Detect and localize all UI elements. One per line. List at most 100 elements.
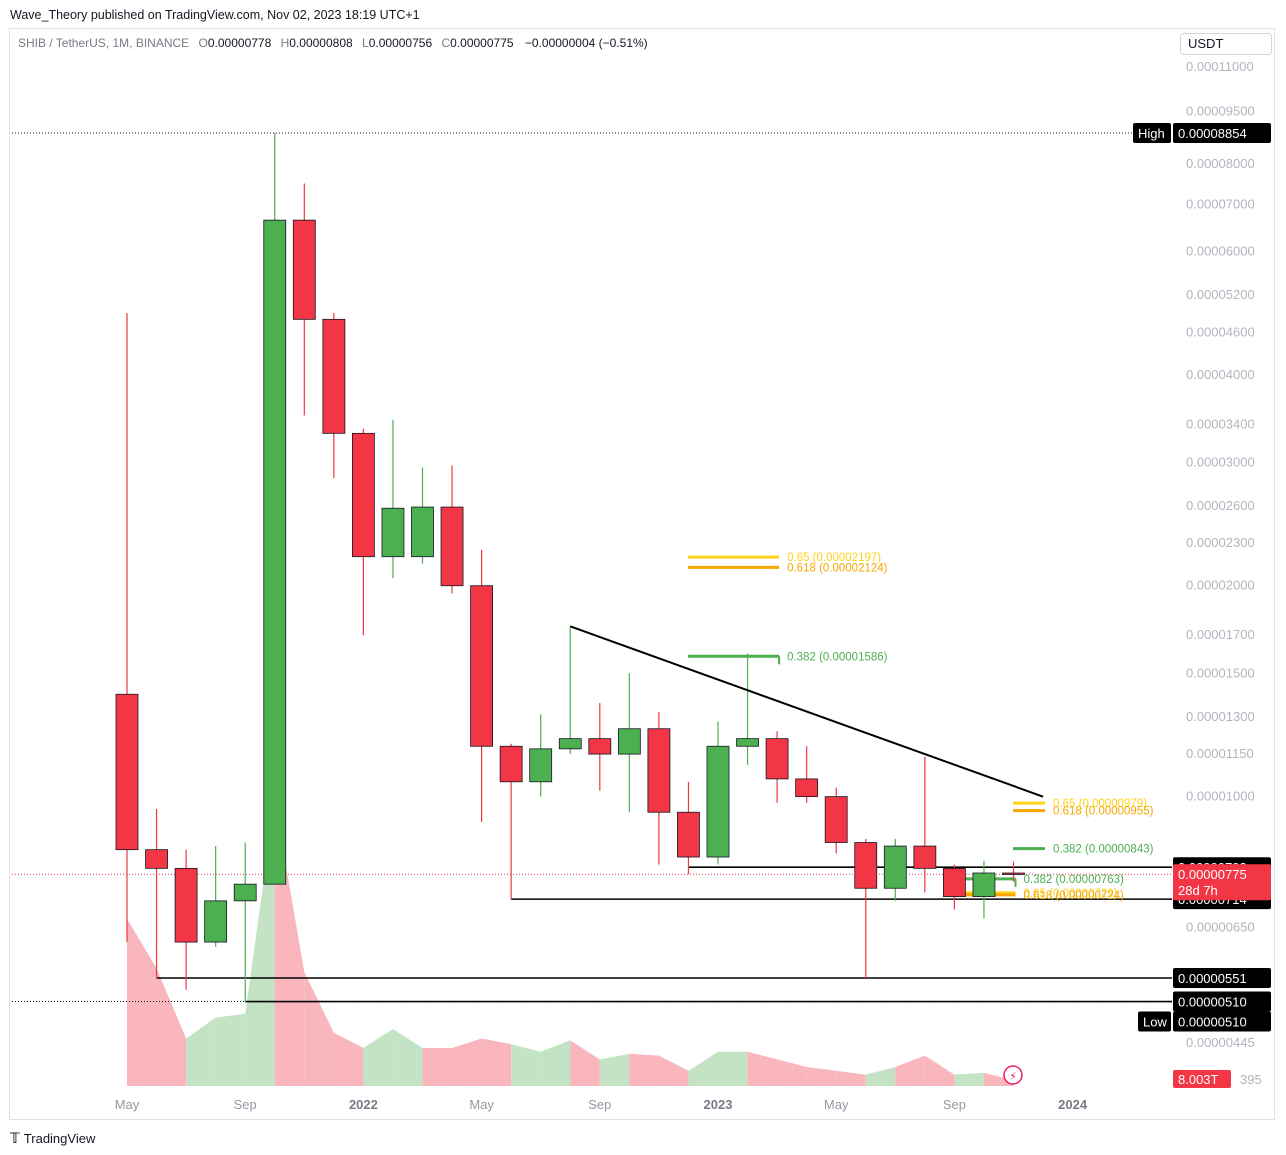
candle-body xyxy=(174,867,198,943)
price-tick-label: 0.00005200 xyxy=(1186,287,1255,302)
price-tick-label: 0.00001150 xyxy=(1186,746,1254,761)
volume-segment xyxy=(186,1017,216,1086)
candle-body xyxy=(233,883,257,902)
price-tick-label: 0.00006000 xyxy=(1186,243,1255,258)
fib-label: 0.382 (0.00000763) xyxy=(1024,874,1125,886)
volume-segment xyxy=(658,1055,689,1086)
line-value-tag: 0.00000551 xyxy=(1178,971,1247,986)
time-tick-label: 2022 xyxy=(349,1097,378,1112)
price-tick-label: 0.00001500 xyxy=(1186,665,1255,680)
line-value-tag: 0.00000510 xyxy=(1178,995,1247,1010)
time-axis: May Sep 2022 May Sep 2023 May Sep 2024 ⚡ xyxy=(115,1065,1088,1112)
symbol-label: SHIB / TetherUS, 1M, BINANCE xyxy=(18,36,190,50)
volume-segment xyxy=(481,1038,512,1086)
volume-segment xyxy=(570,1040,600,1086)
volume-segment xyxy=(422,1048,453,1086)
candle-body xyxy=(292,219,316,320)
fib-label: 0.618 (0.00000724) xyxy=(1024,890,1125,902)
resistance-trendline xyxy=(569,625,1044,798)
volume-segment xyxy=(629,1053,659,1086)
low-value: 0.00000756 xyxy=(368,36,433,50)
fibonacci-levels: 0.65 (0.00002197)0.618 (0.00002124) 0.382… xyxy=(688,552,1154,902)
bar-countdown: 28d 7h xyxy=(1178,883,1218,898)
high-value-tag-bg xyxy=(1173,123,1271,144)
time-tick-label: 2024 xyxy=(1058,1097,1088,1112)
volume-segment xyxy=(924,1055,955,1086)
price-tick-label: 0.00003400 xyxy=(1186,416,1255,431)
high-label-bg xyxy=(1133,123,1171,144)
candle-body xyxy=(263,219,287,885)
time-tick-label: May xyxy=(115,1097,140,1112)
volume-segment xyxy=(688,1051,718,1086)
volume-segment xyxy=(895,1055,925,1086)
price-tick-label: 0.00002000 xyxy=(1186,578,1255,593)
publisher-line: Wave_Theory published on TradingView.com… xyxy=(10,8,420,22)
fib-label: 0.65 (0.00000979) xyxy=(1053,798,1147,810)
trendline xyxy=(569,625,1044,798)
candle-body xyxy=(617,728,641,755)
volume-tag-bg xyxy=(1173,1070,1231,1088)
volume-area xyxy=(127,801,1014,1086)
price-tick-label: 0.00009500 xyxy=(1186,104,1255,119)
price-tick-label: 0.00011000 xyxy=(1186,59,1254,74)
candle-body xyxy=(440,506,464,587)
price-tick-label: 0.00001000 xyxy=(1186,789,1255,804)
price-tick-label: 0.00008000 xyxy=(1186,156,1255,171)
high-label: High xyxy=(1138,126,1165,141)
volume-segment xyxy=(599,1053,630,1086)
price-tick-label: 0.00003000 xyxy=(1186,454,1255,469)
time-tick-label: Sep xyxy=(943,1097,966,1112)
open-key: O xyxy=(198,36,208,50)
candle-body xyxy=(351,432,375,558)
change-value: −0.00000004 (−0.51%) xyxy=(524,36,648,50)
price-tick-label: 0.00001300 xyxy=(1186,709,1255,724)
fib-label: 0.618 (0.00000955) xyxy=(1053,806,1154,818)
candle-body xyxy=(145,849,168,869)
candle-body xyxy=(795,778,819,798)
candle-body xyxy=(529,748,553,783)
candle-body xyxy=(706,745,730,858)
price-tick-label: 0.00004000 xyxy=(1186,367,1255,382)
low-label-bg xyxy=(1138,1011,1171,1032)
candle-body xyxy=(1002,872,1025,875)
volume-segment xyxy=(540,1040,571,1086)
volume-segment xyxy=(983,1072,1014,1086)
fib-label: 0.382 (0.00000843) xyxy=(1053,844,1154,856)
price-tick-label: 0.00004600 xyxy=(1186,324,1255,339)
volume-segment xyxy=(392,1029,423,1086)
price-tick-label: 0.00000445 xyxy=(1186,1035,1255,1050)
candle-body xyxy=(115,693,139,851)
last-price-tag-bg xyxy=(1173,864,1271,901)
fib-label: 0.65 (0.00002197) xyxy=(787,552,881,564)
price-tick-label: 0.00007000 xyxy=(1186,197,1255,212)
candle-body xyxy=(204,900,228,943)
price-tick-label: 0.00001700 xyxy=(1186,627,1255,642)
time-tick-label: May xyxy=(824,1097,849,1112)
volume-segment xyxy=(452,1038,482,1086)
candle-body xyxy=(322,318,346,434)
volume-segment xyxy=(777,1059,807,1086)
candle-body xyxy=(883,845,907,889)
volume-segment xyxy=(806,1067,837,1086)
high-value-tag: 0.00008854 xyxy=(1178,126,1247,141)
alert-icon-glyph: ⚡ xyxy=(1009,1071,1017,1083)
volume-value: 8.003T xyxy=(1178,1072,1219,1087)
open-value: 0.00000778 xyxy=(207,36,272,50)
currency-selector[interactable]: USDT xyxy=(1180,33,1272,55)
candle-body xyxy=(913,845,937,869)
tradingview-logo-icon: 𝕋 xyxy=(10,1130,20,1146)
volume-axis-tick: 395 xyxy=(1240,1072,1262,1087)
line-value-tag-bg xyxy=(1173,991,1271,1012)
volume-segment xyxy=(304,972,334,1086)
lightning-alert-icon: ⚡ xyxy=(1003,1065,1023,1085)
candle-body xyxy=(824,796,848,843)
candlesticks xyxy=(115,133,1025,1002)
volume-segment xyxy=(511,1044,541,1086)
volume-segment xyxy=(865,1067,896,1086)
price-tick-label: 0.00002600 xyxy=(1186,498,1255,513)
close-key: C xyxy=(441,36,451,50)
time-tick-label: Sep xyxy=(588,1097,611,1112)
candle-body xyxy=(558,738,582,750)
price-tick-label: 0.00002300 xyxy=(1186,535,1255,550)
